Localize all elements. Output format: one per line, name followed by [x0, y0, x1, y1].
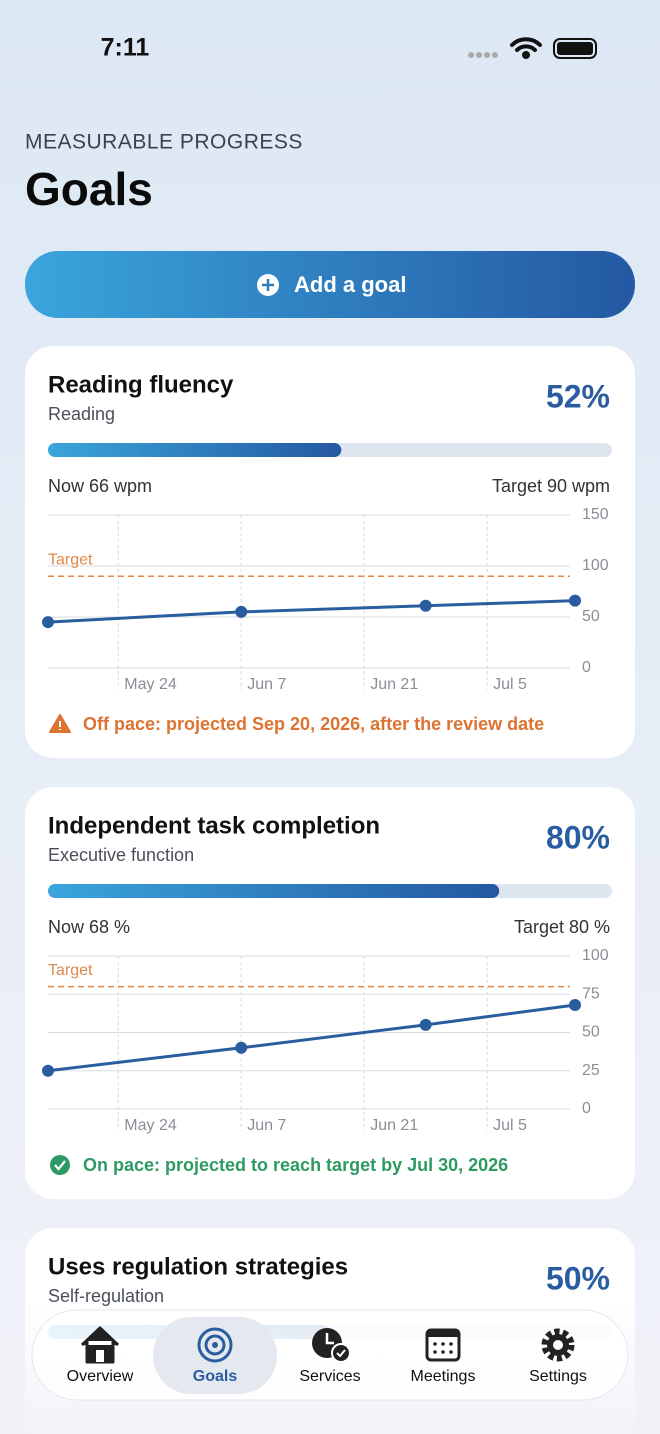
tab-icon — [312, 1328, 351, 1363]
check-mark — [54, 1160, 66, 1171]
tab-icon — [425, 1328, 461, 1362]
tab-label[interactable]: Goals — [193, 1368, 238, 1385]
goal-percent: 52% — [546, 378, 610, 414]
check-icon — [50, 1155, 70, 1175]
progress-fill — [48, 884, 500, 898]
tab-label[interactable]: Overview — [67, 1368, 134, 1385]
x-tick-label: Jun 7 — [247, 676, 286, 693]
x-tick-label: Jun 21 — [370, 676, 418, 693]
tab-icon — [197, 1327, 233, 1363]
tab-icon — [541, 1328, 575, 1362]
target-label: Target — [48, 551, 93, 568]
trend-line — [47, 599, 576, 624]
battery — [553, 38, 597, 59]
tab-icon — [80, 1326, 120, 1364]
plus-sign — [262, 279, 274, 291]
current-value: Now 66 wpm — [48, 476, 152, 496]
eyebrow: MEASURABLE PROGRESS — [25, 131, 303, 154]
progress-fill — [48, 443, 342, 457]
signal — [468, 52, 498, 58]
x-tick-label: May 24 — [124, 1117, 177, 1134]
data-point — [569, 594, 581, 607]
goal-title: Independent task completion — [48, 812, 380, 839]
data-point — [419, 599, 432, 612]
goal-card — [25, 346, 635, 758]
pace-status: On pace: projected to reach target by Ju… — [83, 1155, 508, 1175]
target-value: Target 80 % — [514, 917, 610, 937]
add-goal-label: Add a goal — [294, 272, 406, 297]
tab-label[interactable]: Settings — [529, 1368, 587, 1385]
y-tick-label: 150 — [582, 506, 609, 523]
current-value: Now 68 % — [48, 917, 130, 937]
target-value: Target 90 wpm — [492, 476, 610, 496]
wifi — [510, 37, 542, 59]
y-tick-label: 100 — [582, 557, 609, 574]
add-goal-button[interactable] — [25, 251, 635, 318]
x-tick-label: Jul 5 — [493, 1117, 527, 1134]
y-tick-label: 50 — [582, 608, 600, 625]
tab-label[interactable]: Meetings — [411, 1368, 476, 1385]
x-tick-label: Jun 21 — [370, 1117, 418, 1134]
y-tick-label: 75 — [582, 985, 600, 1002]
page-title: Goals — [25, 163, 153, 215]
goal-percent: 50% — [546, 1260, 610, 1296]
data-point — [42, 616, 54, 629]
target-label: Target — [48, 962, 93, 979]
y-tick-label: 100 — [582, 947, 609, 964]
trend-line — [47, 1003, 576, 1073]
x-tick-label: Jul 5 — [493, 676, 527, 693]
y-tick-label: 0 — [582, 659, 591, 676]
data-point — [569, 998, 581, 1011]
goal-percent: 80% — [546, 819, 610, 855]
data-point — [235, 605, 248, 618]
goal-title: Reading fluency — [48, 371, 234, 398]
goal-title: Uses regulation strategies — [48, 1253, 348, 1280]
y-tick-label: 25 — [582, 1062, 600, 1079]
x-tick-label: May 24 — [124, 676, 177, 693]
clock: 7:11 — [101, 34, 150, 62]
data-point — [42, 1064, 54, 1077]
y-tick-label: 0 — [582, 1100, 591, 1117]
data-point — [235, 1041, 248, 1054]
battery-level — [557, 42, 593, 55]
y-tick-label: 50 — [582, 1024, 600, 1041]
data-point — [419, 1018, 432, 1031]
tab-label[interactable]: Services — [299, 1368, 360, 1385]
pace-status: Off pace: projected Sep 20, 2026, after … — [83, 714, 544, 734]
goal-category: Reading — [48, 404, 115, 424]
x-tick-label: Jun 7 — [247, 1117, 286, 1134]
goal-category: Executive function — [48, 845, 194, 865]
